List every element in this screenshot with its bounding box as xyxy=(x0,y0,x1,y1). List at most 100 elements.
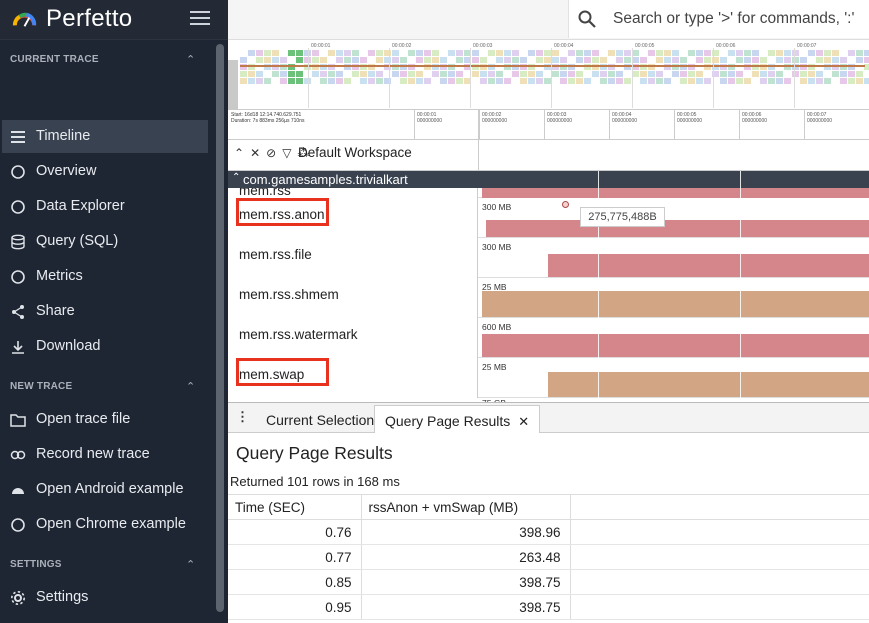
track-shell[interactable]: mem.swap xyxy=(228,358,478,398)
overview-cell xyxy=(264,57,271,63)
menu-toggle-icon[interactable] xyxy=(190,11,210,27)
table-row[interactable]: 0.76 398.96 xyxy=(228,519,869,545)
sidebar-item-settings[interactable]: Settings xyxy=(2,581,208,614)
track-shell[interactable]: mem.rss.watermark xyxy=(228,318,478,358)
expand-all-icon[interactable]: ⌃ xyxy=(234,146,251,160)
overview-cell xyxy=(848,71,855,77)
axis-tick-label: 00:00:06 000000000 xyxy=(742,112,767,124)
track-mem-rss-watermark[interactable]: mem.rss.watermark 600 MB xyxy=(228,318,869,358)
overview-cell xyxy=(736,78,743,84)
query-result-table: Time (SEC) rssAnon + vmSwap (MB) 0.76 398… xyxy=(228,494,869,620)
chevron-up-icon[interactable]: ⌃ xyxy=(186,381,196,393)
overview-cell xyxy=(312,71,319,77)
chevron-up-icon[interactable]: ⌃ xyxy=(186,559,196,571)
sidebar-item-data-explorer[interactable]: Data Explorer xyxy=(2,190,208,223)
table-row[interactable]: 0.77 263.48 xyxy=(228,544,869,570)
overview-cell xyxy=(272,71,279,77)
overview-cell xyxy=(616,50,623,56)
time-axis[interactable]: Start: 16d18 12:14.740.629.751 Duration:… xyxy=(228,110,869,140)
track-mem-swap[interactable]: mem.swap 25 MB xyxy=(228,358,869,398)
overview-cell xyxy=(416,50,423,56)
table-row[interactable]: 0.95 398.75 xyxy=(228,594,869,620)
process-group-header[interactable]: ⌃ com.gamesamples.trivialkart xyxy=(228,171,869,188)
overview-cell xyxy=(784,50,791,56)
overview-cell xyxy=(520,71,527,77)
search-input[interactable] xyxy=(613,8,869,30)
track-panel[interactable]: mem.rss ⌃ com.gamesamples.trivialkart me… xyxy=(228,170,869,402)
track-scale: 600 MB xyxy=(482,322,512,332)
filter-icon[interactable]: ▽ xyxy=(282,146,298,160)
overview-cell xyxy=(280,57,287,63)
chevron-up-icon[interactable]: ⌃ xyxy=(232,172,241,183)
overview-cell xyxy=(600,71,607,77)
track-shell[interactable]: mem.rss.anon xyxy=(228,198,478,238)
overview-cell xyxy=(496,57,503,63)
table-cell: 0.76 xyxy=(228,519,362,545)
tab-current-selection[interactable]: Current Selection xyxy=(256,405,384,433)
sidebar-item-label: Download xyxy=(36,338,101,354)
overview-cell xyxy=(376,78,383,84)
track-shell[interactable]: mem.rss.shmem xyxy=(228,278,478,318)
close-icon[interactable]: ✕ xyxy=(518,414,530,429)
overview-cell xyxy=(344,78,351,84)
tick-nanos: 000000000 xyxy=(807,118,833,124)
grid-line xyxy=(598,171,599,402)
overview-timeline[interactable]: 00:00:01 00:00:02 00:00:03 00:00:04 00:00:05… xyxy=(228,40,869,110)
details-tabs: ⋮ Current Selection Query Page Results ✕ xyxy=(228,403,869,433)
sidebar-scrollbar[interactable] xyxy=(216,44,224,612)
perfetto-logo-icon[interactable] xyxy=(11,6,38,33)
sidebar-item-record-new-trace[interactable]: Record new trace xyxy=(2,438,208,471)
column-header[interactable]: rssAnon + vmSwap (MB) xyxy=(361,494,571,520)
sidebar-item-open-android-example[interactable]: Open Android example xyxy=(2,473,208,506)
more-vert-icon[interactable]: ⋮ xyxy=(236,409,249,424)
overview-cell xyxy=(496,50,503,56)
overview-cell xyxy=(400,78,407,84)
track-scale: 75 GB xyxy=(482,398,506,402)
overview-cell xyxy=(304,57,311,63)
track-mem-rss-file[interactable]: mem.rss.file 300 MB xyxy=(228,238,869,278)
database-icon xyxy=(10,234,26,250)
sidebar-item-metrics[interactable]: Metrics xyxy=(2,260,208,293)
overview-cell xyxy=(360,71,367,77)
tab-query-page-results[interactable]: Query Page Results ✕ xyxy=(374,405,541,433)
table-cell: 0.95 xyxy=(228,594,362,620)
overview-cell xyxy=(712,57,719,63)
overview-cell xyxy=(464,50,471,56)
overview-cell xyxy=(312,50,319,56)
overview-cell xyxy=(576,57,583,63)
workspace-name[interactable]: Default Workspace xyxy=(298,145,412,160)
overview-cell xyxy=(512,50,519,56)
overview-cell xyxy=(864,64,869,70)
overview-cell xyxy=(368,71,375,77)
tick-time: 00:00:01 xyxy=(417,112,437,118)
overview-cell xyxy=(848,78,855,84)
workspace-icon[interactable]: ⁂ xyxy=(297,146,316,160)
overview-cell xyxy=(760,71,767,77)
sidebar-item-overview[interactable]: Overview xyxy=(2,155,208,188)
overview-heatmap xyxy=(228,50,869,110)
overview-cell xyxy=(256,57,263,63)
collapse-all-icon[interactable]: ✕ xyxy=(250,146,267,160)
axis-tick-label: 00:00:04 000000000 xyxy=(612,112,637,124)
table-row[interactable]: 0.85 398.75 xyxy=(228,569,869,595)
unpin-icon[interactable]: ⊘ xyxy=(266,146,283,160)
chevron-up-icon[interactable]: ⌃ xyxy=(186,54,196,66)
track-mem-rss-anon[interactable]: mem.rss.anon 300 MB xyxy=(228,198,869,238)
track-mem-rss-shmem[interactable]: mem.rss.shmem 25 MB xyxy=(228,278,869,318)
track-shell[interactable]: mem.rss.file xyxy=(228,238,478,278)
overview-cell xyxy=(384,78,391,84)
counter-area xyxy=(486,220,869,237)
sidebar-item-query-sql[interactable]: Query (SQL) xyxy=(2,225,208,258)
omnibox[interactable] xyxy=(568,0,869,38)
overview-cell xyxy=(536,78,543,84)
sidebar-item-share[interactable]: Share xyxy=(2,295,208,328)
overview-cell xyxy=(368,50,375,56)
sidebar-item-download[interactable]: Download xyxy=(2,330,208,363)
overview-cell xyxy=(696,71,703,77)
counter-area xyxy=(548,372,869,397)
column-header[interactable]: Time (SEC) xyxy=(228,494,362,520)
sidebar-item-timeline[interactable]: Timeline xyxy=(2,120,208,153)
sidebar-item-open-chrome-example[interactable]: Open Chrome example xyxy=(2,508,208,541)
sidebar-item-open-trace-file[interactable]: Open trace file xyxy=(2,403,208,436)
overview-cell xyxy=(672,71,679,77)
